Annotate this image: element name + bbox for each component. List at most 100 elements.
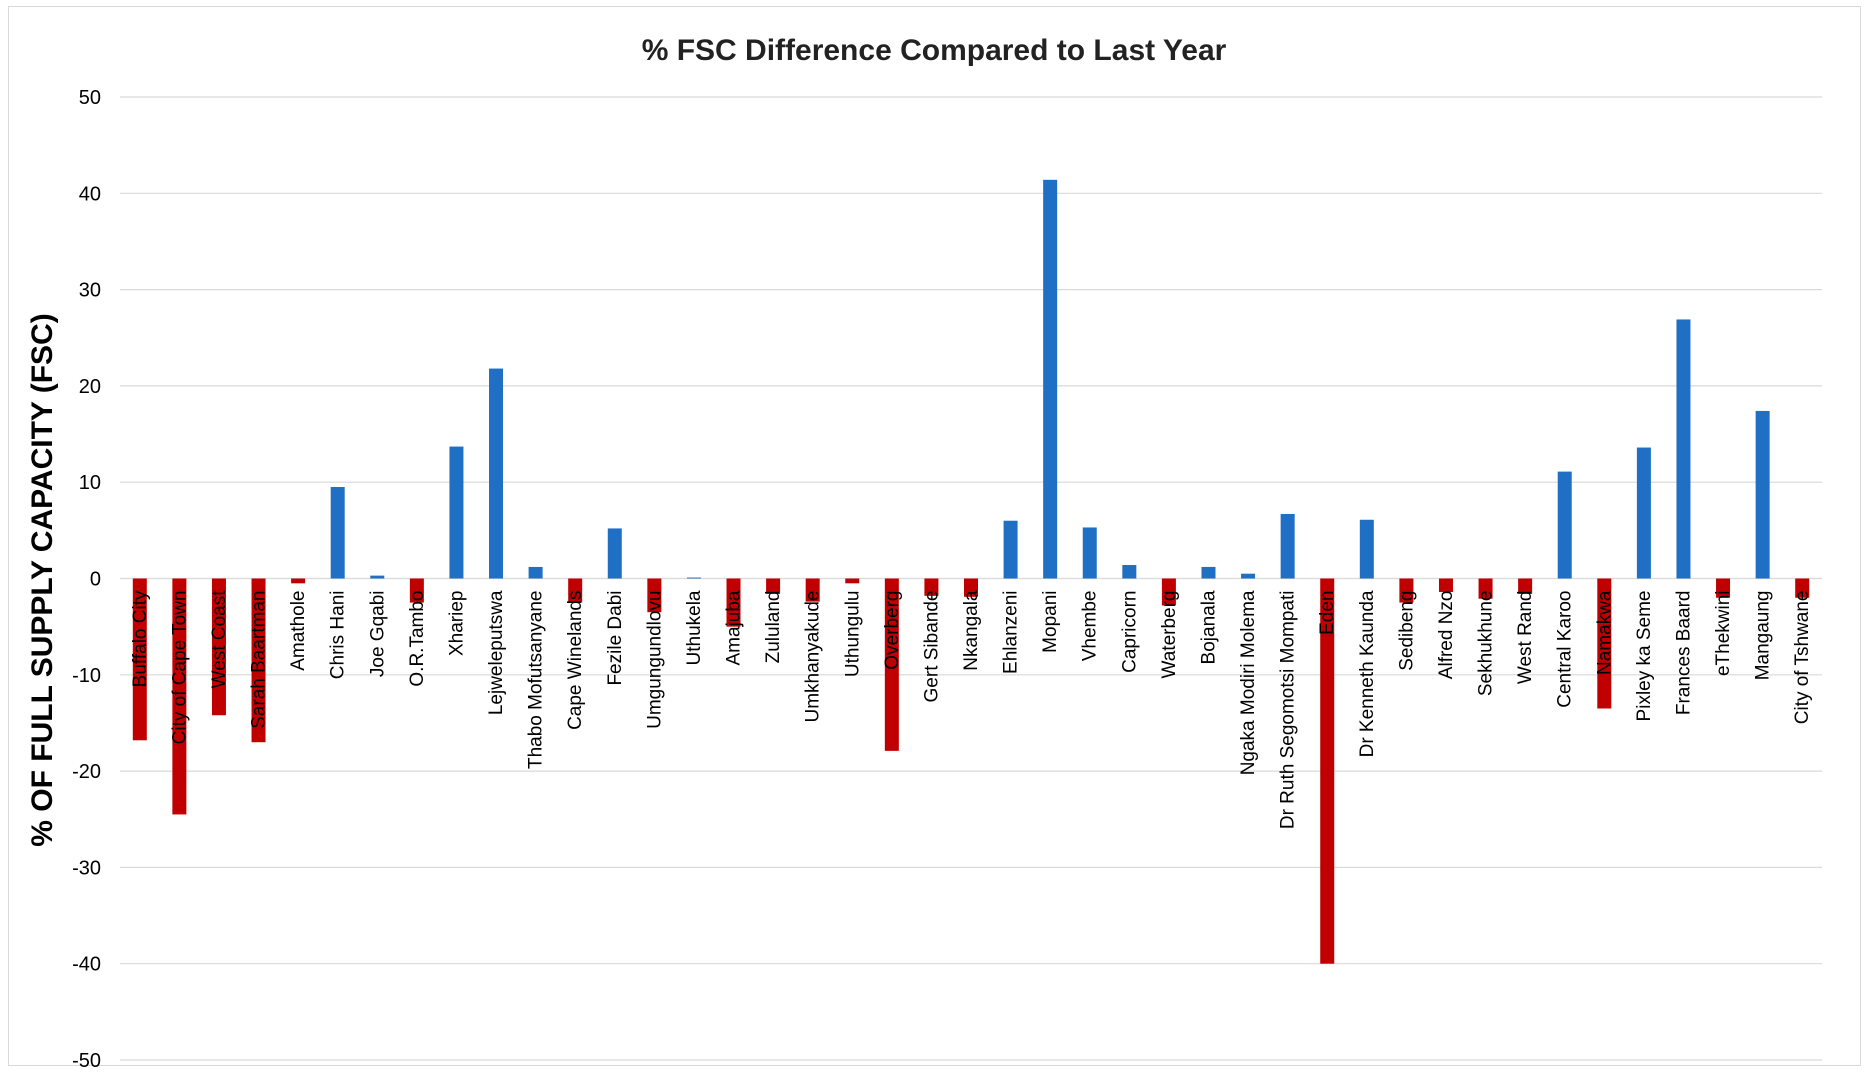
y-tick-label: 40 — [79, 183, 101, 205]
x-category-label: Amajuba — [724, 590, 745, 665]
y-tick-label: 20 — [79, 376, 101, 398]
y-tick-label: -50 — [72, 1050, 101, 1072]
x-category-label: Eden — [1317, 591, 1338, 635]
x-category-label: Thabo Mofutsanyane — [526, 591, 547, 770]
bar — [1518, 578, 1533, 594]
bar — [568, 578, 583, 603]
y-tick-label: 50 — [79, 87, 101, 109]
bar — [370, 575, 385, 579]
bar — [449, 446, 464, 579]
bar — [647, 578, 662, 613]
bar — [805, 578, 820, 602]
bar — [528, 566, 543, 579]
x-category-label: Dr Kenneth Kaunda — [1357, 590, 1378, 757]
x-axis-labels: Buffalo City City of Cape Town West Coast S… — [130, 590, 1813, 829]
bar — [1122, 565, 1137, 579]
x-category-label: Cape Winelands — [565, 591, 586, 730]
bar — [211, 578, 226, 716]
bar — [1597, 578, 1612, 709]
bar — [1478, 578, 1493, 599]
bar — [1636, 447, 1651, 579]
bar — [1676, 319, 1691, 579]
bar — [1795, 578, 1810, 598]
bar — [251, 578, 266, 743]
bar — [1438, 578, 1453, 592]
x-category-label: Alfred Nzo — [1436, 591, 1457, 680]
bar — [1241, 573, 1256, 579]
bar — [1201, 566, 1216, 579]
bar — [330, 487, 345, 579]
y-tick-label: -30 — [72, 857, 101, 879]
bar — [607, 528, 622, 579]
y-tick-label: 0 — [90, 569, 101, 591]
x-category-label: eThekwini — [1713, 591, 1734, 677]
bar — [489, 368, 504, 579]
x-category-label: Waterberg — [1159, 591, 1180, 679]
x-category-label: O.R.Tambo — [407, 591, 428, 687]
x-category-label: Fezile Dabi — [605, 591, 626, 686]
bar — [884, 578, 899, 751]
bar — [1755, 410, 1770, 579]
x-category-label: Vhembe — [1080, 591, 1101, 662]
bar — [172, 578, 187, 815]
x-category-label: City of Tshwane — [1792, 591, 1813, 725]
bar — [726, 578, 741, 627]
x-category-label: Sarah Baartman — [249, 591, 270, 729]
x-category-label: Overberg — [882, 591, 903, 670]
y-axis-ticks: 50 40 30 20 10 0 -10 -20 -30 -40 -50 — [72, 87, 101, 1072]
bar — [1161, 578, 1176, 606]
x-category-label: Sedibeng — [1396, 591, 1417, 671]
x-category-label: Xhariep — [446, 591, 467, 657]
y-tick-label: 10 — [79, 472, 101, 494]
bar — [845, 578, 860, 584]
x-category-label: Namakwa — [1594, 590, 1615, 675]
x-category-label: Uthungulu — [842, 591, 863, 678]
bar — [1280, 513, 1295, 579]
x-category-label: Lejweleputswa — [486, 590, 507, 715]
bar — [1043, 179, 1058, 579]
y-axis-title: % OF FULL SUPPLY CAPACITY (FSC) — [26, 313, 59, 846]
x-category-label: Mangaung — [1753, 591, 1774, 681]
x-category-label: Pixley ka Seme — [1634, 591, 1655, 722]
x-category-label: Amathole — [288, 591, 309, 671]
x-category-label: Frances Baard — [1673, 591, 1694, 716]
x-category-label: Joe Gqabi — [367, 591, 388, 678]
bars — [132, 179, 1810, 964]
bar — [1399, 578, 1414, 603]
bar — [1003, 520, 1018, 579]
y-tick-label: -40 — [72, 954, 101, 976]
x-category-label: Umgungundlovu — [644, 591, 665, 729]
bar — [1320, 578, 1335, 964]
x-category-label: Dr Ruth Segomotsi Mompati — [1278, 591, 1299, 830]
x-category-label: Nkangala — [961, 590, 982, 671]
x-category-label: Ehlanzeni — [1001, 591, 1022, 674]
bar — [409, 578, 424, 603]
bar — [686, 577, 701, 579]
bar — [964, 578, 978, 597]
x-category-label: Uthukela — [684, 590, 705, 665]
x-category-label: Capricorn — [1119, 591, 1140, 673]
x-category-label: West Coast — [209, 590, 230, 689]
x-category-label: Sekhukhune — [1476, 591, 1497, 697]
bar — [132, 578, 147, 741]
x-category-label: Gert Sibande — [921, 591, 942, 703]
x-category-label: Bojanala — [1198, 590, 1219, 664]
bar — [1359, 519, 1374, 579]
chart-frame — [8, 6, 1861, 1066]
x-category-label: Buffalo City — [130, 590, 151, 687]
chart-title: % FSC Difference Compared to Last Year — [642, 34, 1227, 67]
x-category-label: Umkhanyakude — [803, 591, 824, 723]
y-tick-label: 30 — [79, 280, 101, 302]
x-category-label: West Rand — [1515, 591, 1536, 685]
bar — [1082, 527, 1097, 579]
x-category-label: Mopani — [1040, 591, 1061, 653]
y-tick-label: -20 — [72, 761, 101, 783]
bar — [291, 578, 306, 584]
gridlines — [120, 96, 1822, 1061]
x-category-label: City of Cape Town — [169, 591, 190, 745]
x-category-label: Zululand — [763, 591, 784, 664]
bar — [1557, 471, 1572, 579]
x-category-label: Chris Hani — [328, 591, 349, 680]
